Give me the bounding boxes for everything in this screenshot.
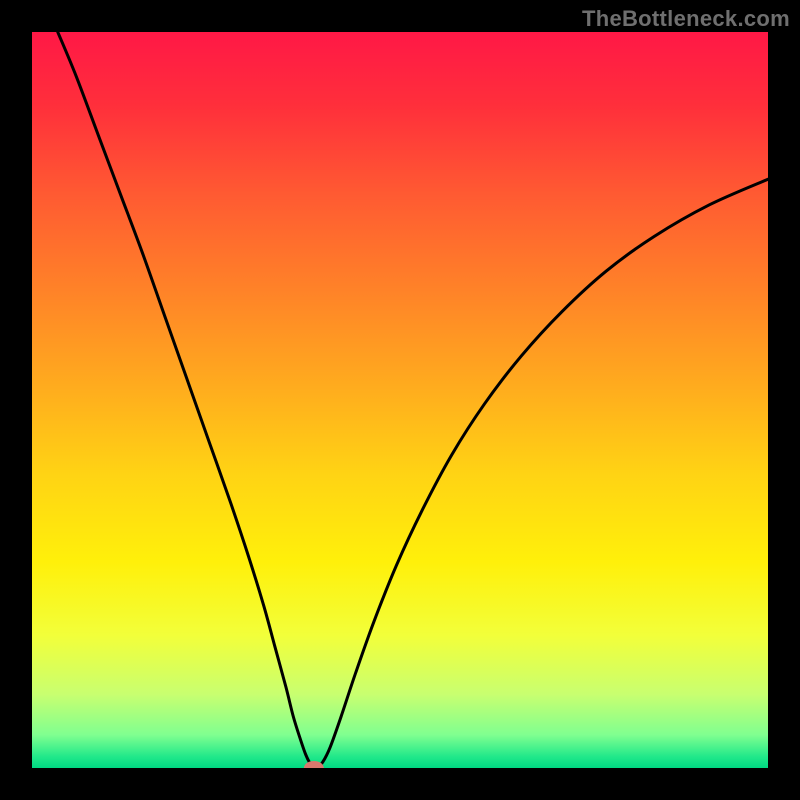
bottleneck-chart bbox=[0, 0, 800, 800]
chart-container: TheBottleneck.com bbox=[0, 0, 800, 800]
plot-background-gradient bbox=[32, 32, 768, 768]
watermark-text: TheBottleneck.com bbox=[582, 6, 790, 32]
